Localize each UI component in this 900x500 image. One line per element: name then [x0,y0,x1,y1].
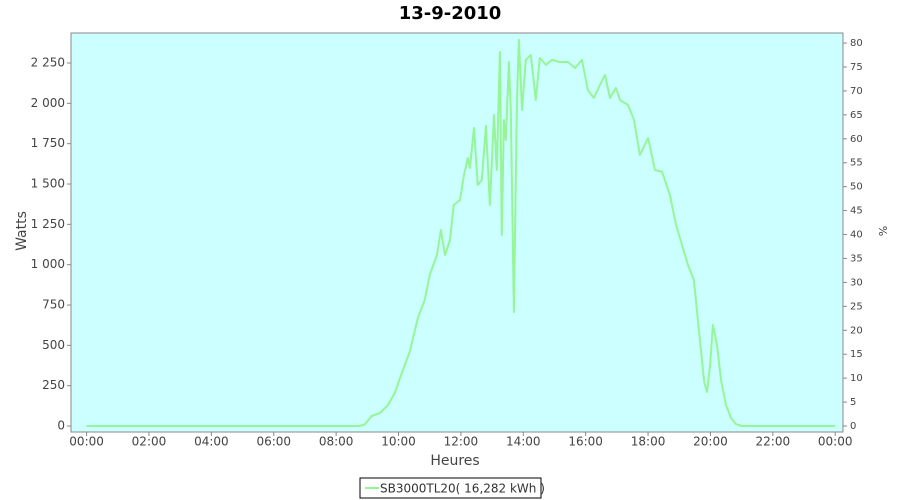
plot-area [70,32,844,433]
y2-axis-label: % [876,226,889,236]
x-tick-label: 08:00 [319,435,354,449]
y-tick-label: 250 [42,378,65,392]
y2-tick-label: 20 [850,325,863,336]
legend-label: SB3000TL20( 16,282 kWh ) [380,482,545,496]
x-tick-label: 10:00 [381,435,416,449]
x-tick-label: 06:00 [256,435,291,449]
y-tick-label: 1 500 [31,177,65,191]
chart-title: 13-9-2010 [399,3,502,24]
y2-tick-label: 65 [850,110,863,121]
y2-tick-label: 10 [850,373,863,384]
y2-tick-label: 40 [850,230,863,241]
x-axis-label: Heures [430,453,479,469]
y2-tick-label: 15 [850,349,863,360]
x-tick-label: 12:00 [444,435,479,449]
y2-tick-label: 70 [850,86,863,97]
x-tick-label: 20:00 [693,435,728,449]
x-tick-label: 18:00 [631,435,666,449]
y-tick-label: 2 000 [31,96,65,110]
y-tick-label: 1 250 [31,217,65,231]
y-tick-label: 1 750 [31,136,65,150]
x-tick-label: 00:00 [69,435,104,449]
series-line [86,38,836,427]
x-tick-label: 22:00 [756,435,791,449]
x-tick-label: 16:00 [568,435,603,449]
y-tick-label: 0 [57,419,65,433]
y2-tick-label: 55 [850,158,863,169]
y2-tick-label: 60 [850,134,863,145]
y2-tick-label: 75 [850,62,863,73]
y2-tick-label: 30 [850,277,863,288]
x-tick-label: 04:00 [194,435,229,449]
x-tick-label: 00:00 [818,435,853,449]
y-tick-label: 500 [42,338,65,352]
y2-tick-label: 50 [850,182,863,193]
x-tick-label: 02:00 [132,435,167,449]
y2-tick-label: 45 [850,206,863,217]
y2-tick-label: 25 [850,301,863,312]
y2-tick-label: 5 [850,397,856,408]
x-tick-label: 14:00 [506,435,541,449]
y-tick-label: 2 250 [31,56,65,70]
legend-box [359,477,542,499]
y2-tick-label: 80 [850,38,863,49]
y-tick-label: 750 [42,298,65,312]
y-axis-label: Watts [14,211,30,251]
y2-tick-label: 35 [850,253,863,264]
y2-tick-label: 0 [850,421,856,432]
y-tick-label: 1 000 [31,257,65,271]
